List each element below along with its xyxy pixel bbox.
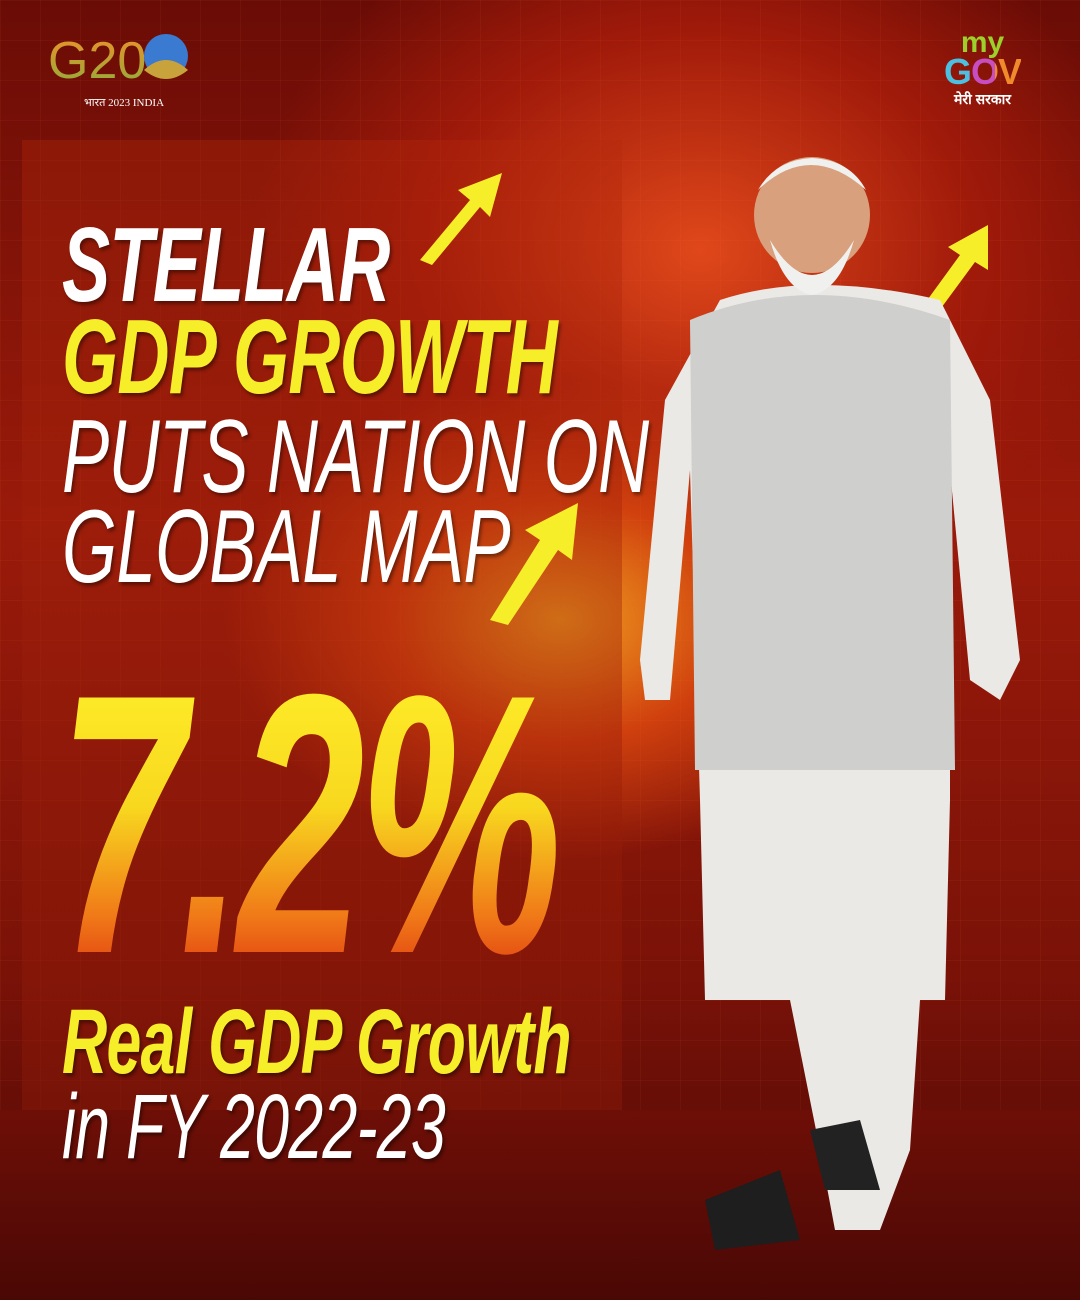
g20-emblem-icon: G20	[48, 32, 188, 90]
mygov-logo: my GOV मेरी सरकार	[944, 26, 1022, 109]
text-panel	[22, 140, 622, 1110]
mygov-gov: GOV	[944, 51, 1022, 92]
up-arrow-icon	[920, 225, 988, 315]
up-arrow-icon	[420, 173, 502, 265]
up-arrow-icon	[490, 503, 578, 625]
g20-logo: G20 भारत 2023 INDIA	[48, 30, 198, 110]
headline-gdp-growth: GDP GROWTH	[62, 298, 558, 416]
leader-photo	[640, 157, 1020, 1250]
headline-global-map: GLOBAL MAP	[62, 489, 511, 605]
mygov-tagline: मेरी सरकार	[954, 91, 1011, 107]
stat-period: in FY 2022-23	[62, 1076, 446, 1178]
headline-puts-nation-on: PUTS NATION ON	[62, 399, 649, 515]
headline-stellar: STELLAR	[62, 206, 390, 324]
mygov-my: my	[960, 26, 1005, 59]
gdp-growth-value: 7.2%	[58, 618, 562, 1031]
g20-text: G20	[48, 32, 146, 90]
g20-subtitle: भारत 2023 INDIA	[84, 97, 165, 109]
stat-label: Real GDP Growth	[62, 991, 572, 1093]
